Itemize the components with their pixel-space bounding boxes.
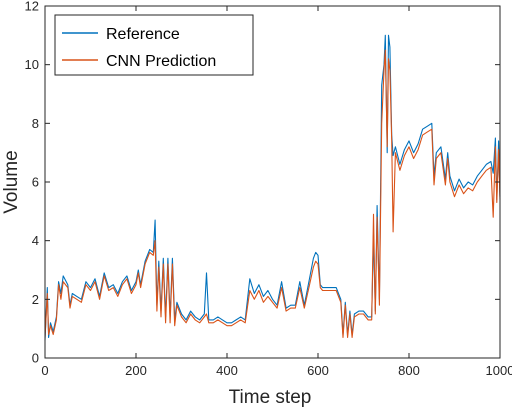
plot-area	[44, 34, 501, 341]
y-axis-label: Volume	[1, 150, 22, 213]
y-tick-label: 4	[32, 233, 39, 248]
series-line-cnn-prediction	[44, 49, 501, 339]
x-axis-label: Time step	[229, 387, 312, 408]
y-tick-label: 0	[32, 351, 39, 366]
x-tick-label: 0	[41, 363, 48, 378]
x-tick-label: 200	[125, 363, 147, 378]
legend: Reference CNN Prediction	[54, 14, 254, 76]
x-tick-label: 800	[398, 363, 420, 378]
y-tick-label: 12	[25, 0, 39, 14]
x-tick-label: 1000	[486, 363, 512, 378]
y-tick-label: 8	[32, 116, 39, 131]
y-tick-label: 10	[25, 57, 39, 72]
legend-box	[54, 14, 254, 76]
x-tick-label: 400	[216, 363, 238, 378]
legend-label-cnn-prediction: CNN Prediction	[106, 53, 216, 70]
y-tick-label: 2	[32, 292, 39, 307]
x-tick-label: 600	[307, 363, 329, 378]
y-tick-label: 6	[32, 175, 39, 190]
axes: 0 200 400 600 800 1000 0 2 4 6 8 10 12	[25, 0, 512, 378]
legend-label-reference: Reference	[106, 26, 180, 43]
series-line-reference	[44, 34, 501, 341]
